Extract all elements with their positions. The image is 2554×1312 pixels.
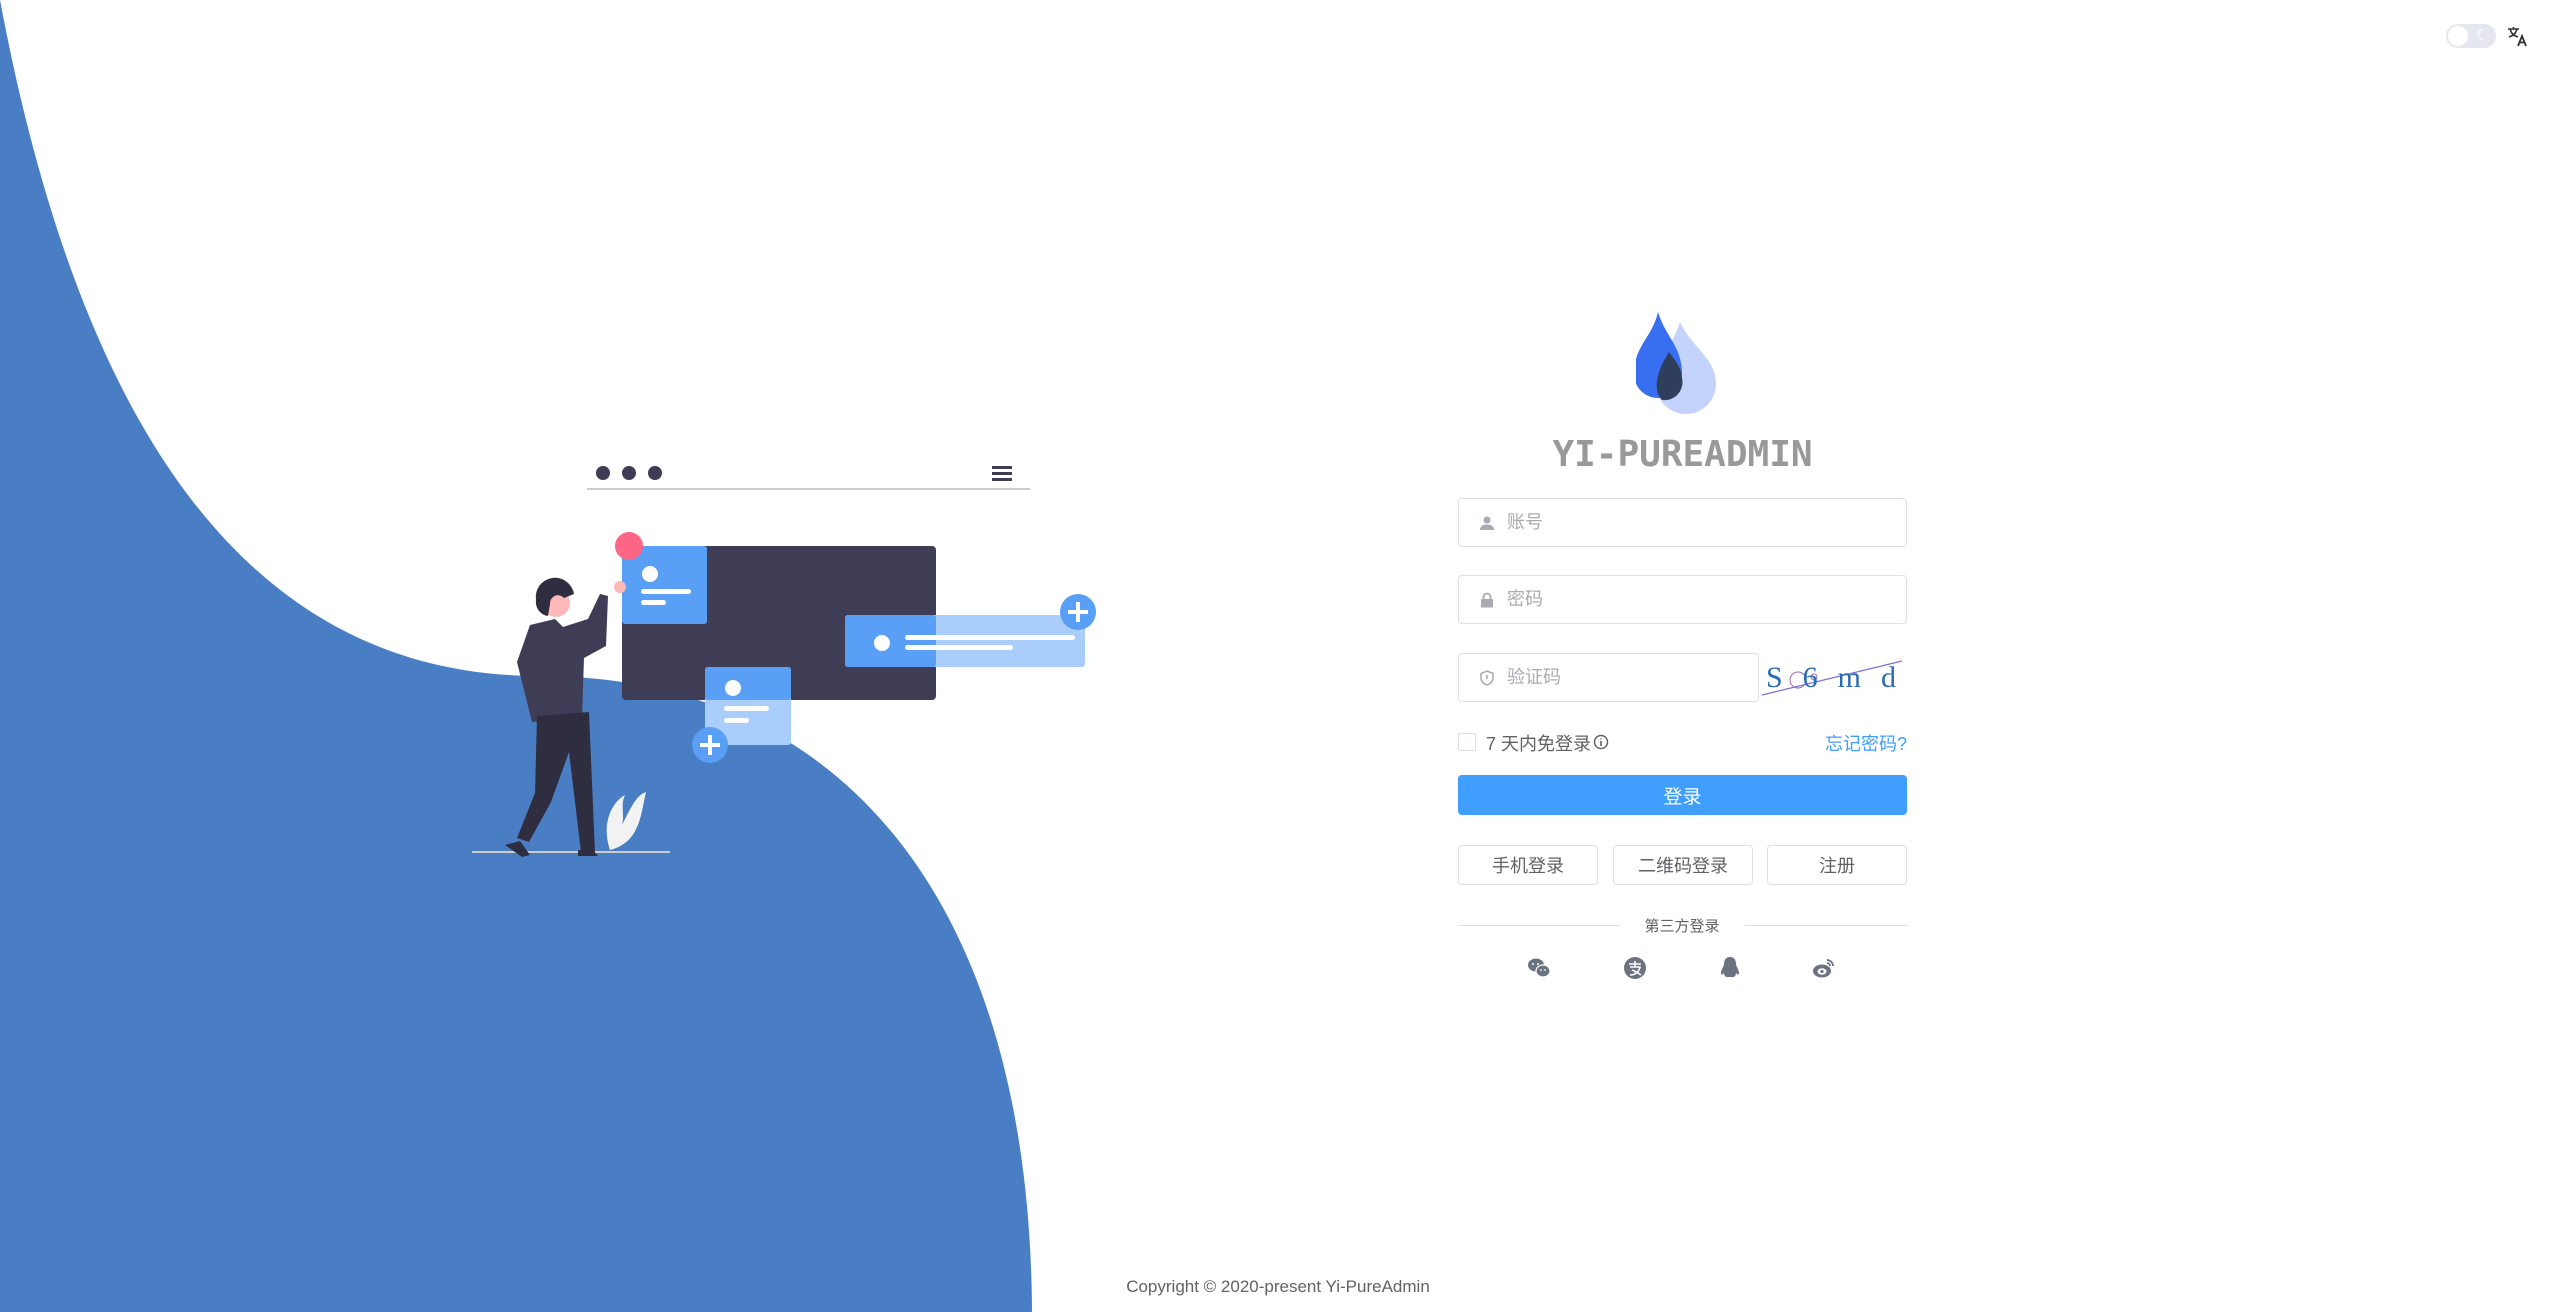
username-input[interactable] xyxy=(1507,512,1906,533)
wechat-icon[interactable] xyxy=(1527,956,1551,980)
app-logo xyxy=(1636,312,1716,414)
captcha-noise xyxy=(1762,660,1903,696)
captcha-image[interactable]: S6md xyxy=(1766,661,1917,694)
login-button[interactable]: 登录 xyxy=(1458,775,1907,815)
shield-icon xyxy=(1480,669,1494,686)
app-title: YI-PUREADMIN xyxy=(1552,434,1813,475)
translate-icon[interactable] xyxy=(2506,25,2528,47)
register-button[interactable]: 注册 xyxy=(1767,845,1907,885)
login-illustration xyxy=(472,466,1096,857)
divider-left xyxy=(1458,925,1620,926)
moon-icon: ☾ xyxy=(2475,27,2489,44)
captcha-field[interactable] xyxy=(1458,653,1759,702)
info-icon xyxy=(1593,734,1609,750)
lock-icon xyxy=(1481,592,1493,607)
user-icon xyxy=(1480,516,1494,530)
qrcode-login-button[interactable]: 二维码登录 xyxy=(1613,845,1753,885)
toggle-knob xyxy=(2448,26,2468,46)
alipay-icon[interactable] xyxy=(1623,956,1647,980)
username-field[interactable] xyxy=(1458,498,1907,547)
weibo-icon[interactable] xyxy=(1812,956,1836,980)
captcha-input[interactable] xyxy=(1507,667,1758,688)
theme-toggle[interactable]: ☾ xyxy=(2446,24,2496,48)
remember-checkbox[interactable] xyxy=(1458,733,1476,751)
forgot-password-link[interactable]: 忘记密码? xyxy=(1824,734,1907,754)
qq-icon[interactable] xyxy=(1718,956,1742,980)
phone-login-button[interactable]: 手机登录 xyxy=(1458,845,1598,885)
remember-label[interactable]: 7 天内免登录 xyxy=(1486,734,1592,754)
password-field[interactable] xyxy=(1458,575,1907,624)
copyright: Copyright © 2020-present Yi-PureAdmin xyxy=(1126,1277,1430,1296)
password-input[interactable] xyxy=(1507,589,1906,610)
third-party-label: 第三方登录 xyxy=(1644,918,1720,935)
divider-right xyxy=(1745,925,1907,926)
